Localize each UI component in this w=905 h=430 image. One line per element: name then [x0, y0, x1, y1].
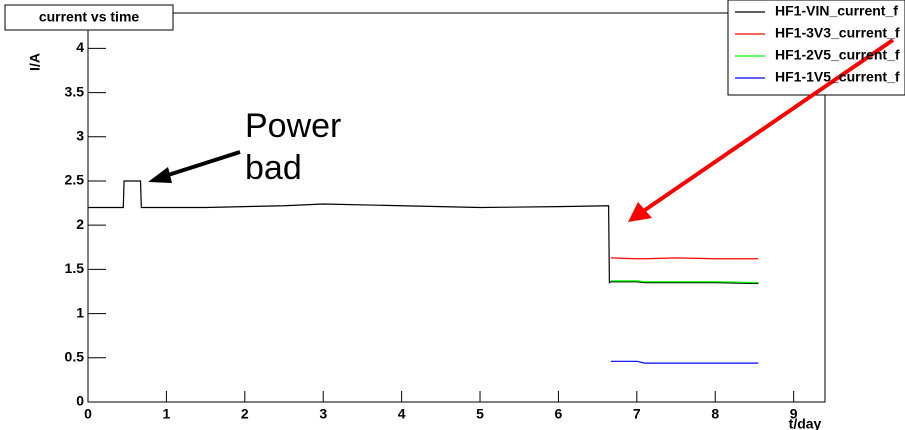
legend-label: HF1-3V3_current_f	[775, 25, 900, 41]
y-tick-label: 3	[76, 127, 84, 143]
y-tick-label: 3.5	[65, 83, 85, 99]
legend-label: HF1-VIN_current_f	[775, 3, 898, 19]
y-tick-label: 0	[76, 393, 84, 409]
y-tick-label: 4	[76, 39, 84, 55]
x-tick-label: 4	[398, 406, 406, 422]
y-tick-label: 1	[76, 304, 84, 320]
series-line	[610, 360, 759, 364]
y-tick-label: 2	[76, 216, 84, 232]
annotation: bad	[245, 149, 302, 187]
x-tick-label: 5	[476, 406, 484, 422]
x-tick-label: 3	[319, 406, 327, 422]
y-axis-label: I/A	[27, 53, 43, 71]
arrow	[164, 150, 241, 178]
arrow-head	[628, 202, 652, 222]
series-line	[610, 257, 759, 260]
x-tick-label: 8	[711, 406, 719, 422]
series-line	[88, 180, 759, 285]
x-axis-label: t/day	[789, 416, 822, 430]
chart-title: current vs time	[39, 9, 140, 25]
x-tick-label: 6	[555, 406, 563, 422]
series-line	[610, 280, 759, 284]
x-tick-label: 2	[241, 406, 249, 422]
legend-label: HF1-2V5_current_f	[775, 47, 900, 63]
arrow	[640, 38, 895, 214]
x-tick-label: 1	[163, 406, 171, 422]
x-tick-label: 9	[790, 406, 798, 422]
arrow-head	[148, 167, 172, 183]
annotation: Power	[245, 107, 341, 145]
y-tick-label: 1.5	[65, 260, 85, 276]
y-tick-label: 2.5	[65, 172, 85, 188]
x-tick-label: 0	[84, 406, 92, 422]
legend	[727, 0, 905, 96]
y-tick-label: 0.5	[65, 348, 85, 364]
x-tick-label: 7	[633, 406, 641, 422]
legend-label: HF1-1V5_current_f	[775, 69, 900, 85]
title-box	[4, 4, 174, 31]
